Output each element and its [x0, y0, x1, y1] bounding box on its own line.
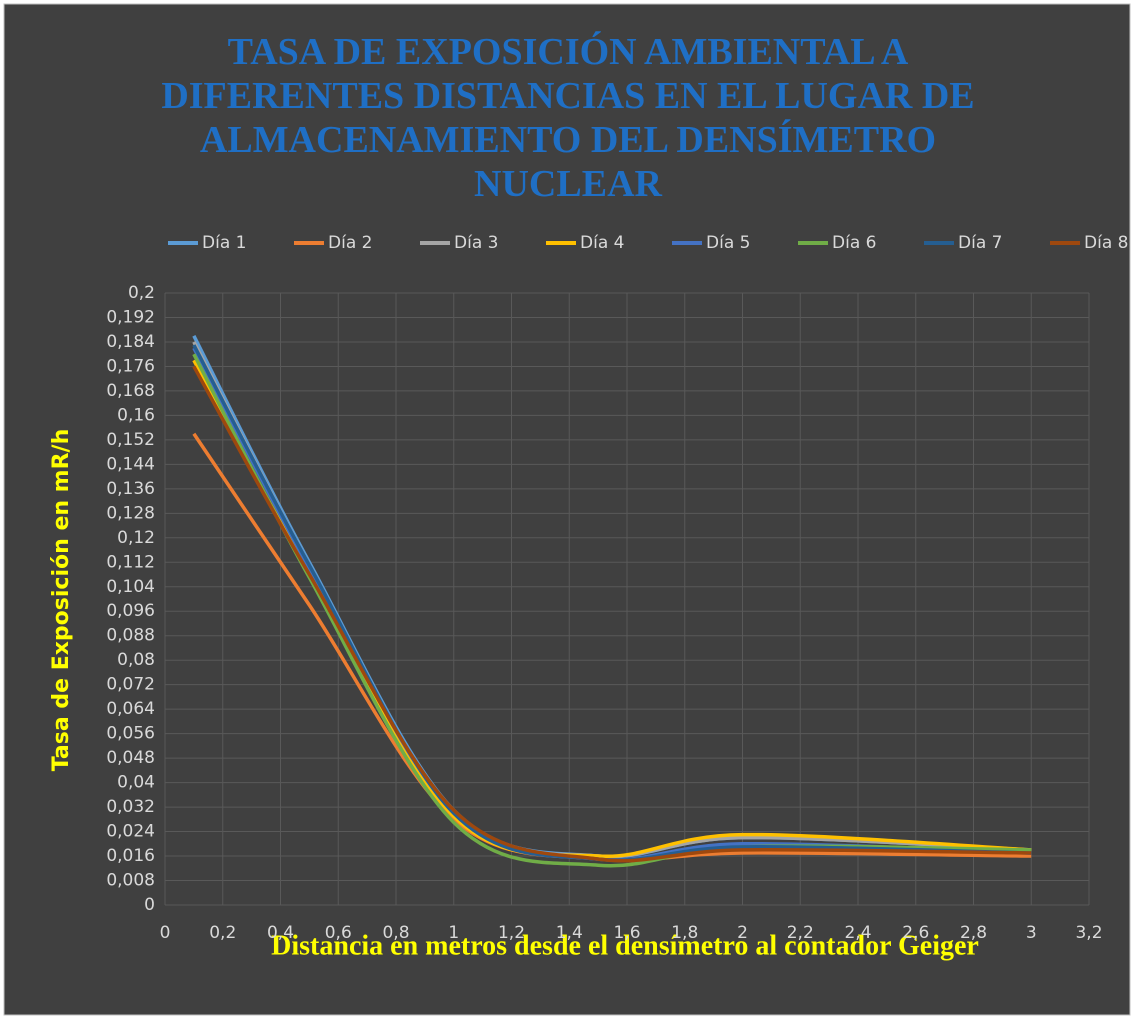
y-tick-label: 0,04	[117, 773, 155, 793]
y-tick-label: 0,136	[106, 479, 155, 499]
x-tick-label: 2,6	[902, 923, 929, 943]
y-tick-label: 0,168	[106, 381, 155, 401]
x-tick-label: 1,2	[498, 923, 525, 943]
x-tick-label: 0,6	[325, 923, 352, 943]
y-tick-label: 0	[144, 895, 155, 915]
y-tick-label: 0,104	[106, 577, 155, 597]
y-tick-label: 0,016	[106, 846, 155, 866]
y-tick-label: 0,2	[128, 283, 155, 303]
chart-title: TASA DE EXPOSICIÓN AMBIENTAL A DIFERENTE…	[161, 31, 975, 205]
y-tick-label: 0,096	[106, 601, 155, 621]
legend-label: Día 4	[580, 233, 624, 253]
legend-label: Día 6	[832, 233, 876, 253]
x-tick-label: 1	[448, 923, 459, 943]
y-tick-label: 0,176	[106, 356, 155, 376]
y-tick-label: 0,184	[106, 332, 155, 352]
x-tick-label: 2,8	[960, 923, 987, 943]
x-tick-label: 2,2	[787, 923, 814, 943]
y-tick-label: 0,032	[106, 797, 155, 817]
x-tick-label: 1,8	[671, 923, 698, 943]
y-tick-label: 0,144	[106, 454, 155, 474]
x-tick-label: 0,8	[382, 923, 409, 943]
legend-label: Día 5	[706, 233, 750, 253]
y-tick-label: 0,008	[106, 871, 155, 891]
legend-label: Día 7	[958, 233, 1002, 253]
y-tick-label: 0,12	[117, 528, 155, 548]
x-tick-label: 0	[160, 923, 171, 943]
x-tick-label: 0,2	[209, 923, 236, 943]
legend-label: Día 3	[454, 233, 498, 253]
line-series	[192, 344, 1032, 862]
x-tick-label: 1,6	[613, 923, 640, 943]
y-axis-title: Tasa de Exposición en mR/h	[49, 429, 74, 771]
x-tick-label: 1,4	[556, 923, 583, 943]
y-tick-label: 0,192	[106, 307, 155, 327]
line-series	[192, 365, 1032, 863]
x-tick-label: 2,4	[844, 923, 871, 943]
y-tick-label: 0,056	[106, 724, 155, 744]
legend-label: Día 1	[202, 233, 246, 253]
y-tick-label: 0,048	[106, 748, 155, 768]
y-tick-label: 0,072	[106, 675, 155, 695]
legend-label: Día 8	[1084, 233, 1128, 253]
x-tick-label: 0,4	[267, 923, 294, 943]
x-tick-label: 2	[737, 923, 748, 943]
y-tick-label: 0,16	[117, 405, 155, 425]
y-tick-label: 0,088	[106, 626, 155, 646]
x-tick-label: 3,2	[1075, 923, 1102, 943]
x-axis-title: Distancia en metros desde el densímetro …	[271, 930, 979, 961]
x-tick-label: 3	[1026, 923, 1037, 943]
y-tick-label: 0,024	[106, 822, 155, 842]
y-tick-label: 0,112	[106, 552, 155, 572]
y-tick-label: 0,128	[106, 503, 155, 523]
y-tick-label: 0,064	[106, 699, 155, 719]
legend-label: Día 2	[328, 233, 372, 253]
y-tick-label: 0,152	[106, 430, 155, 450]
y-tick-label: 0,08	[117, 650, 155, 670]
